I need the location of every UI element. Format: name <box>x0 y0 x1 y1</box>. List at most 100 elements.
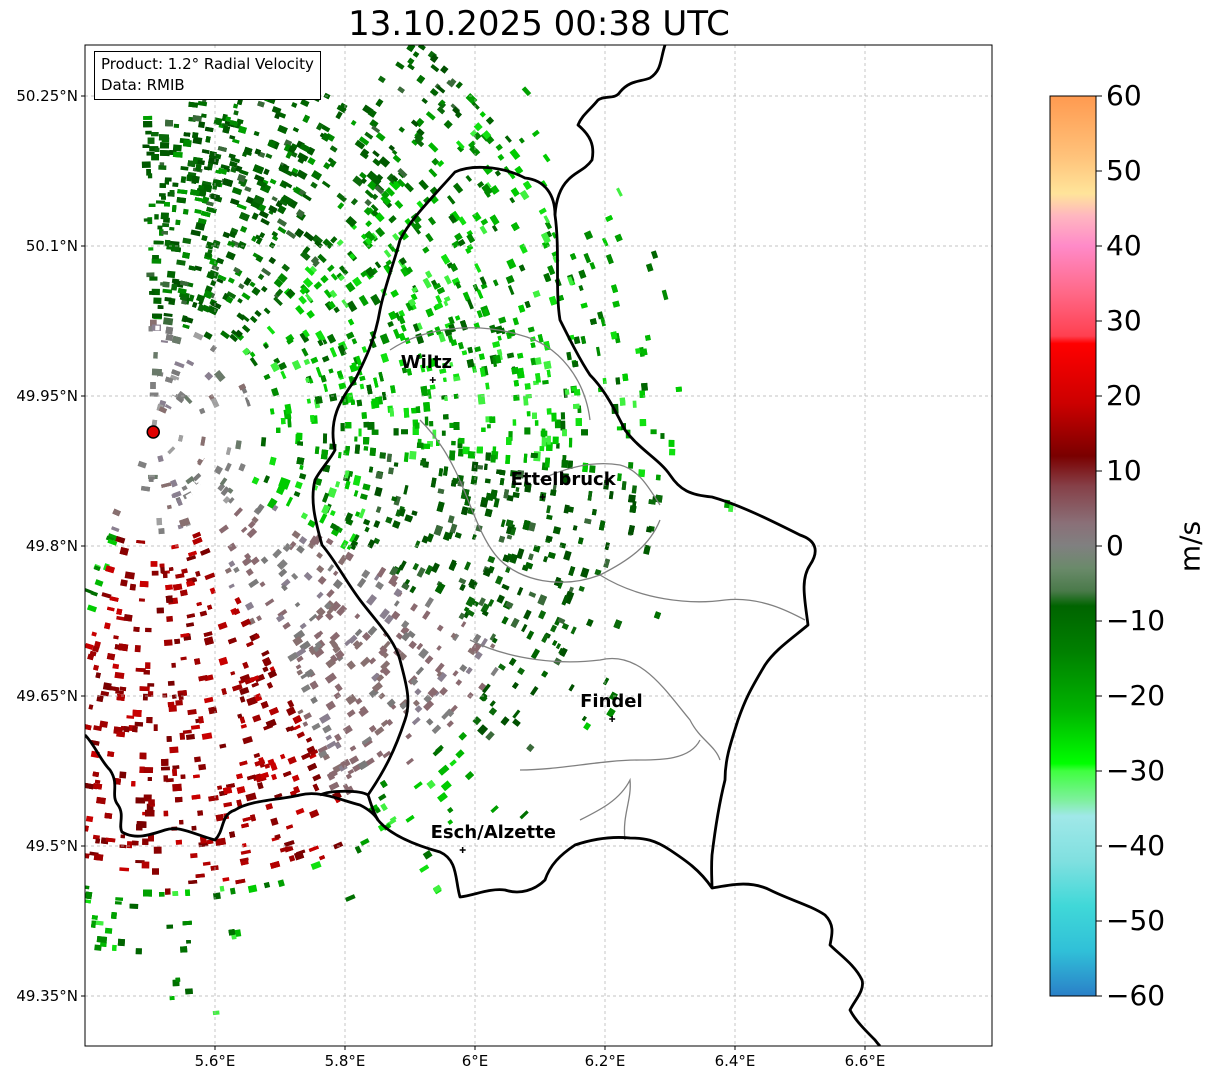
echo-cell <box>251 682 259 688</box>
echo-cell <box>360 270 368 278</box>
echo-cell <box>314 446 320 455</box>
echo-cell <box>188 550 198 557</box>
echo-cell <box>295 305 305 315</box>
echo-cell <box>350 119 357 126</box>
echo-cell <box>312 783 320 792</box>
echo-cell <box>412 323 420 332</box>
echo-cell <box>581 715 587 722</box>
echo-cell <box>438 468 444 477</box>
echo-cell <box>200 461 209 470</box>
echo-cell <box>454 315 461 321</box>
echo-cell <box>225 397 233 404</box>
echo-cell <box>446 79 455 88</box>
echo-cell <box>297 152 309 162</box>
echo-cell <box>449 361 454 368</box>
echo-cell <box>457 145 464 153</box>
echo-cell <box>498 316 507 324</box>
echo-cell <box>354 613 361 620</box>
echo-cell <box>376 674 385 682</box>
echo-cell <box>210 301 222 310</box>
echo-cell <box>381 391 387 401</box>
echo-cell <box>137 460 147 469</box>
echo-cell <box>338 382 347 390</box>
echo-cell <box>324 602 332 610</box>
echo-cell <box>107 751 115 758</box>
echo-cell <box>573 403 580 409</box>
echo-cell <box>379 452 386 459</box>
echo-cell <box>505 275 515 284</box>
echo-cell <box>269 408 275 415</box>
echo-cell <box>175 977 181 982</box>
echo-cell <box>222 231 231 239</box>
echo-cell <box>213 465 223 475</box>
echo-cell <box>256 615 262 622</box>
echo-cell <box>349 745 357 752</box>
echo-cell <box>216 257 224 265</box>
echo-cell <box>439 368 447 374</box>
echo-cell <box>179 517 191 527</box>
echo-cell <box>494 170 502 177</box>
echo-cell <box>526 630 535 641</box>
echo-cell <box>232 684 243 692</box>
echo-cell <box>455 281 462 289</box>
echo-cell <box>428 142 439 153</box>
echo-cell <box>303 572 313 581</box>
echo-cell <box>449 523 458 534</box>
echo-cell <box>410 212 422 225</box>
echo-cell <box>216 278 224 284</box>
echo-cell <box>412 51 420 58</box>
echo-cell <box>274 833 281 840</box>
echo-cell <box>161 196 166 200</box>
echo-cell <box>290 171 298 178</box>
echo-cell <box>250 556 260 566</box>
echo-cell <box>481 427 486 432</box>
echo-cell <box>411 119 419 127</box>
lat-tick-label: 49.95°N <box>16 387 78 405</box>
echo-cell <box>165 584 173 591</box>
echo-cell <box>334 683 343 692</box>
echo-cell <box>354 444 361 454</box>
echo-cell <box>622 373 629 382</box>
echo-cell <box>325 700 336 711</box>
lat-tick-label: 49.35°N <box>16 987 78 1005</box>
echo-cell <box>247 520 256 529</box>
echo-cell <box>519 243 528 254</box>
echo-cell <box>485 730 495 741</box>
echo-cell <box>449 78 457 86</box>
echo-cell <box>266 681 274 689</box>
echo-cell <box>362 483 371 491</box>
echo-cell <box>472 283 479 292</box>
echo-cell <box>166 778 174 783</box>
echo-cell <box>85 891 93 900</box>
city-label: Ettelbruck <box>510 469 616 490</box>
echo-cell <box>148 799 155 806</box>
echo-cell <box>483 463 488 471</box>
echo-cell <box>206 201 214 207</box>
echo-cell <box>349 755 359 765</box>
echo-cell <box>301 752 311 760</box>
echo-cell <box>553 576 562 587</box>
echo-cell <box>239 716 246 724</box>
echo-cell <box>162 571 168 579</box>
echo-cell <box>532 544 541 553</box>
echo-cell <box>327 300 336 310</box>
echo-cell <box>178 692 184 701</box>
echo-cell <box>299 143 311 153</box>
echo-cell <box>487 555 496 564</box>
plot-background <box>85 45 992 1046</box>
echo-cell <box>648 499 656 505</box>
echo-cell <box>237 240 247 250</box>
echo-cell <box>146 717 153 724</box>
echo-cell <box>448 316 455 325</box>
echo-cell <box>191 794 201 800</box>
echo-cell <box>401 582 410 591</box>
echo-cell <box>492 341 501 348</box>
echo-cell <box>570 626 577 635</box>
echo-cell <box>371 398 380 409</box>
echo-cell <box>148 247 154 251</box>
echo-cell <box>492 637 498 644</box>
echo-cell <box>145 662 151 669</box>
echo-cell <box>293 724 301 731</box>
echo-cell <box>284 845 294 853</box>
echo-cell <box>272 548 282 559</box>
